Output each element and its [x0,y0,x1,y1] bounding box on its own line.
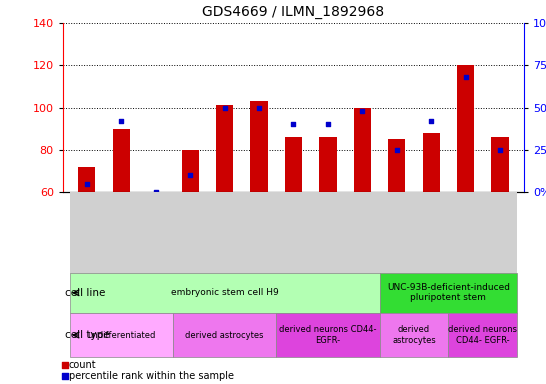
Bar [182,150,199,192]
Bar [70,192,104,273]
Point [82,180,91,187]
Point [117,118,126,124]
Point [151,189,160,195]
Text: cell line: cell line [64,288,105,298]
Bar [276,313,379,357]
Bar [379,313,448,357]
Bar [345,192,379,273]
Bar [242,192,276,273]
Bar [285,137,302,192]
Bar [112,129,130,192]
Point [496,147,505,153]
Text: UNC-93B-deficient-induced
pluripotent stem: UNC-93B-deficient-induced pluripotent st… [387,283,510,303]
Bar [216,106,233,192]
Text: cell type: cell type [64,330,109,340]
Bar [483,192,517,273]
Point [186,172,194,178]
Point [461,74,470,80]
Bar [70,313,173,357]
Bar [354,108,371,192]
Text: derived astrocytes: derived astrocytes [185,331,264,339]
Point [60,362,69,368]
Bar [379,192,414,273]
Bar [139,192,173,273]
Bar [448,192,483,273]
Bar [414,192,448,273]
Bar [423,133,440,192]
Text: percentile rank within the sample: percentile rank within the sample [69,371,234,381]
Bar [457,65,474,192]
Bar [388,139,405,192]
Point [254,104,263,111]
Text: undifferentiated: undifferentiated [87,331,156,339]
Bar [207,192,242,273]
Bar [379,273,517,313]
Bar [104,192,139,273]
Point [427,118,436,124]
Bar [251,101,268,192]
Bar [491,137,509,192]
Text: embryonic stem cell H9: embryonic stem cell H9 [171,288,278,297]
Bar [173,313,276,357]
Bar [70,273,379,313]
Point [220,104,229,111]
Bar [319,137,336,192]
Point [289,121,298,127]
Bar [78,167,96,192]
Point [393,147,401,153]
Bar [276,192,311,273]
Bar [448,313,517,357]
Bar [173,192,207,273]
Text: derived neurons
CD44- EGFR-: derived neurons CD44- EGFR- [448,325,518,345]
Title: GDS4669 / ILMN_1892968: GDS4669 / ILMN_1892968 [203,5,384,19]
Point [60,373,69,379]
Text: derived neurons CD44-
EGFR-: derived neurons CD44- EGFR- [279,325,377,345]
Text: derived
astrocytes: derived astrocytes [392,325,436,345]
Point [324,121,333,127]
Text: count: count [69,360,97,370]
Point [358,108,367,114]
Bar [311,192,345,273]
